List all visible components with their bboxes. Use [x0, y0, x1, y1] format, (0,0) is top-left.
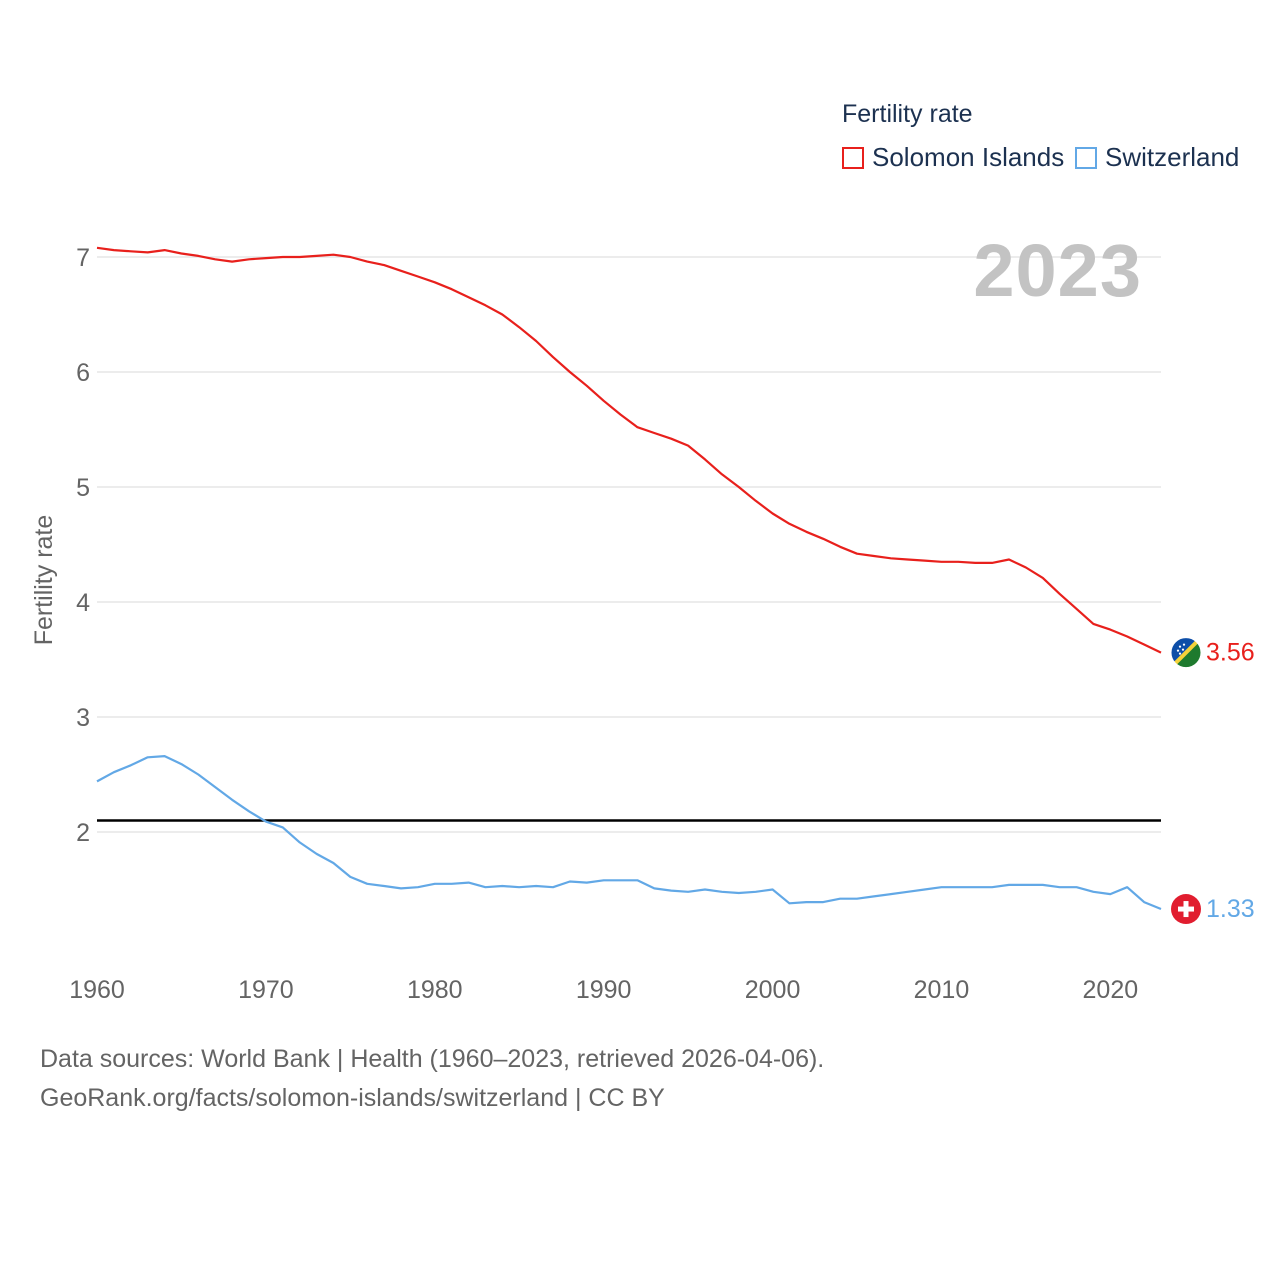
flag-marker-switzerland: [1171, 894, 1201, 925]
legend-item-switzerland[interactable]: Switzerland: [1075, 142, 1239, 173]
x-tick-label-1990: 1990: [576, 976, 632, 1004]
footer-sources: Data sources: World Bank | Health (1960–…: [40, 1045, 825, 1073]
series-line-solomon-islands[interactable]: [96, 246, 1162, 654]
legend-label-switzerland: Switzerland: [1105, 142, 1240, 172]
x-tick-label-2000: 2000: [745, 976, 801, 1004]
legend-title: Fertility rate: [842, 100, 973, 128]
y-tick-label-3: 3: [76, 704, 90, 732]
footer-link[interactable]: GeoRank.org/facts/solomon-islands/switze…: [40, 1084, 665, 1112]
x-tick-label-1980: 1980: [407, 976, 463, 1004]
legend-label-solomon-islands: Solomon Islands: [872, 142, 1065, 172]
flag-marker-solomon-islands: [1170, 637, 1202, 669]
legend-item-solomon-islands[interactable]: Solomon Islands: [842, 142, 1064, 173]
y-tick-label-5: 5: [76, 474, 90, 502]
legend-swatch-solomon-islands: [842, 146, 864, 169]
x-tick-label-2010: 2010: [914, 976, 970, 1004]
y-tick-label-4: 4: [76, 589, 90, 617]
end-value-label-switzerland: 1.33: [1206, 895, 1255, 923]
x-tick-label-2020: 2020: [1083, 976, 1139, 1004]
overlay-year: 2023: [973, 229, 1142, 312]
y-tick-label-7: 7: [76, 244, 90, 272]
x-tick-label-1970: 1970: [238, 976, 294, 1004]
x-tick-label-1960: 1960: [69, 976, 125, 1004]
series-line-switzerland[interactable]: [96, 754, 1162, 911]
y-tick-label-6: 6: [76, 359, 90, 387]
y-tick-label-2: 2: [76, 819, 90, 847]
legend-swatch-switzerland: [1075, 146, 1097, 169]
y-axis-title: Fertility rate: [30, 515, 58, 646]
end-value-label-solomon-islands: 3.56: [1206, 639, 1255, 667]
